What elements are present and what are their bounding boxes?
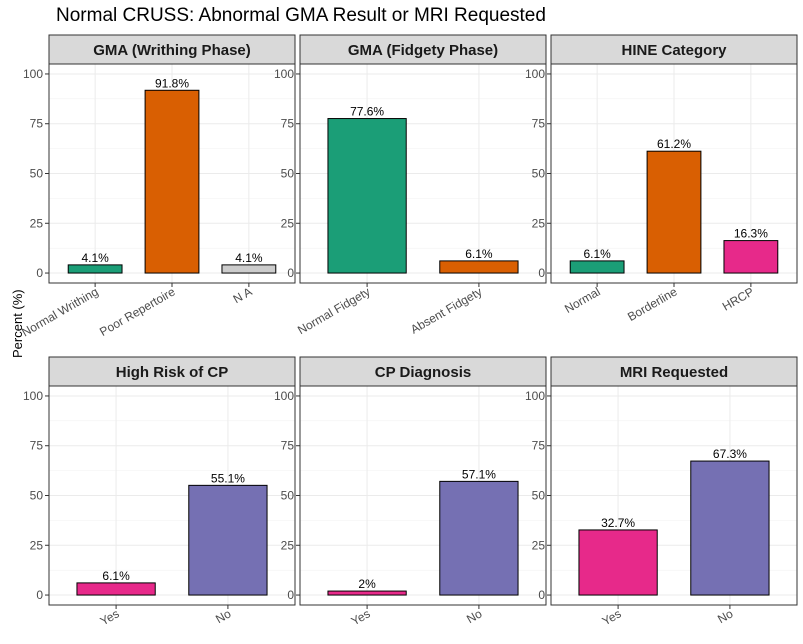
data-label: 61.2% xyxy=(657,137,691,151)
y-tick-label: 100 xyxy=(23,389,43,403)
bar-normal xyxy=(569,260,625,274)
x-tick-label: No xyxy=(464,606,485,626)
x-tick-label: No xyxy=(715,606,736,626)
x-tick-label: Yes xyxy=(349,606,373,628)
y-tick-label: 100 xyxy=(274,67,294,81)
data-label: 2% xyxy=(358,577,376,591)
bar-normal-writhing xyxy=(67,264,123,274)
x-tick-label: No xyxy=(213,606,234,626)
data-label: 4.1% xyxy=(235,251,263,265)
data-label: 6.1% xyxy=(102,569,130,583)
data-label: 55.1% xyxy=(211,471,245,485)
chart-title: Normal CRUSS: Abnormal GMA Result or MRI… xyxy=(56,5,546,26)
bar-borderline xyxy=(646,150,702,274)
y-tick-label: 50 xyxy=(30,167,44,181)
facet-strip xyxy=(299,356,547,387)
y-tick-label: 0 xyxy=(287,588,294,602)
facet-strip xyxy=(299,34,547,65)
bar-normal-fidgety xyxy=(327,118,407,274)
bar-no xyxy=(690,460,770,596)
data-label: 67.3% xyxy=(713,447,747,461)
y-tick-label: 100 xyxy=(23,67,43,81)
bar-no xyxy=(439,480,519,596)
x-tick-label: N A xyxy=(231,284,255,306)
y-tick-label: 50 xyxy=(30,489,44,503)
facet-strip xyxy=(48,356,296,387)
facet-panel-gma-fidgety-phase: GMA (Fidgety Phase) 77.6% 6.1% 0 25 50 75 100 No… xyxy=(274,34,547,337)
facet-strip xyxy=(550,34,798,65)
facet-panel-gma-writhing-phase: GMA (Writhing Phase) 4.1% 91.8% 4.1% 0 25 50 75… xyxy=(19,34,296,340)
y-tick-label: 25 xyxy=(30,538,44,552)
bar-yes xyxy=(76,582,156,596)
y-tick-label: 50 xyxy=(532,489,546,503)
x-tick-label: Borderline xyxy=(625,284,680,324)
y-tick-label: 25 xyxy=(532,538,546,552)
y-tick-label: 100 xyxy=(525,389,545,403)
facet-panel-cp-diagnosis: CP Diagnosis 2% 57.1% 0 25 50 75 100 Yes No xyxy=(274,356,547,628)
y-tick-label: 75 xyxy=(532,439,546,453)
y-tick-label: 50 xyxy=(532,167,546,181)
data-label: 16.3% xyxy=(734,227,768,241)
facet-panel-hine-category: HINE Category 6.1% 61.2% 16.3% 0 25 50 75 100 Nor… xyxy=(525,34,798,324)
y-tick-label: 75 xyxy=(30,117,44,131)
facet-panel-high-risk-of-cp: High Risk of CP 6.1% 55.1% 0 25 50 75 100 Yes No xyxy=(23,356,296,628)
data-label: 4.1% xyxy=(81,251,109,265)
y-tick-label: 75 xyxy=(281,117,295,131)
bar-yes xyxy=(578,529,658,596)
facet-panel-mri-requested: MRI Requested 32.7% 67.3% 0 25 50 75 100 Yes No xyxy=(525,356,798,628)
y-tick-label: 25 xyxy=(281,216,295,230)
facet-title: High Risk of CP xyxy=(116,364,229,381)
y-tick-label: 75 xyxy=(532,117,546,131)
bar-hrcp xyxy=(723,240,779,274)
data-label: 6.1% xyxy=(465,247,493,261)
y-tick-label: 0 xyxy=(538,266,545,280)
y-tick-label: 50 xyxy=(281,489,295,503)
y-tick-label: 50 xyxy=(281,167,295,181)
facet-title: CP Diagnosis xyxy=(375,364,471,381)
facet-title: GMA (Writhing Phase) xyxy=(93,42,251,59)
y-tick-label: 0 xyxy=(287,266,294,280)
facet-title: HINE Category xyxy=(621,42,727,59)
data-label: 32.7% xyxy=(601,516,635,530)
facet-strip xyxy=(550,356,798,387)
y-tick-label: 75 xyxy=(30,439,44,453)
bar-poor-repertoire xyxy=(144,89,200,274)
facet-strip xyxy=(48,34,296,65)
data-label: 57.1% xyxy=(462,467,496,481)
bar-absent-fidgety xyxy=(439,260,519,274)
data-label: 6.1% xyxy=(583,247,611,261)
x-tick-label: Normal Fidgety xyxy=(295,284,372,337)
y-tick-label: 75 xyxy=(281,439,295,453)
y-tick-label: 25 xyxy=(281,538,295,552)
x-tick-label: Poor Repertoire xyxy=(97,284,178,339)
data-label: 77.6% xyxy=(350,105,384,119)
y-tick-label: 100 xyxy=(525,67,545,81)
facet-title: GMA (Fidgety Phase) xyxy=(348,42,498,59)
y-tick-label: 100 xyxy=(274,389,294,403)
y-tick-label: 0 xyxy=(36,266,43,280)
x-tick-label: Normal xyxy=(562,284,602,315)
data-label: 91.8% xyxy=(155,76,189,90)
bar-n-a xyxy=(221,264,277,274)
x-tick-label: Yes xyxy=(98,606,122,628)
x-tick-label: HRCP xyxy=(720,284,756,313)
x-tick-label: Normal Writhing xyxy=(19,284,100,339)
x-tick-label: Absent Fidgety xyxy=(408,284,484,336)
bar-no xyxy=(188,484,268,596)
y-tick-label: 0 xyxy=(538,588,545,602)
facet-title: MRI Requested xyxy=(620,364,728,381)
bar-yes xyxy=(327,590,407,596)
y-tick-label: 25 xyxy=(532,216,546,230)
x-tick-label: Yes xyxy=(600,606,624,628)
y-tick-label: 25 xyxy=(30,216,44,230)
y-tick-label: 0 xyxy=(36,588,43,602)
